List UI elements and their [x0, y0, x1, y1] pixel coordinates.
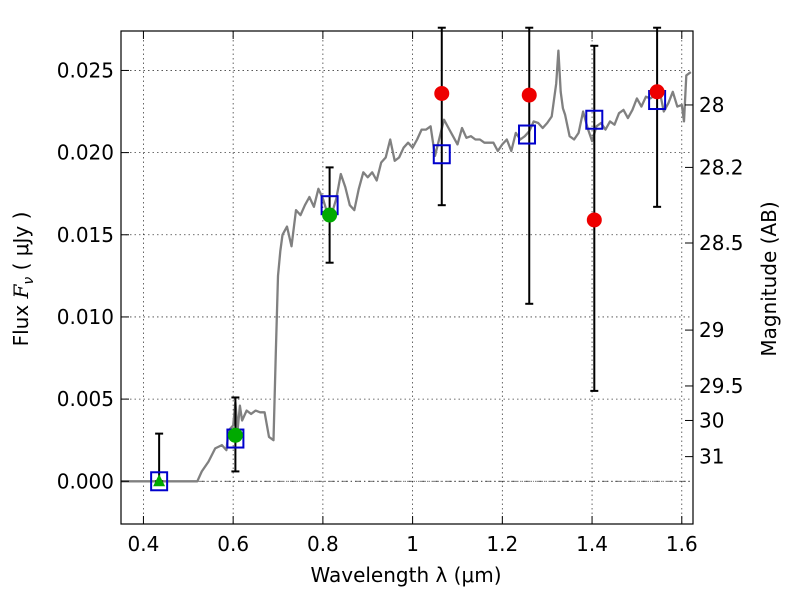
x-tick-label: 1.2 — [486, 532, 518, 556]
plot-border — [120, 30, 694, 525]
red-data-point — [434, 85, 450, 101]
model-photometry-square — [585, 109, 604, 130]
y-tick-label: 0.005 — [57, 387, 114, 411]
y-tick-label: 0.015 — [57, 223, 114, 247]
y2-tick-label: 28.2 — [699, 155, 744, 179]
y2-tick-label: 29 — [699, 318, 724, 342]
y-tick-label: 0.000 — [57, 469, 114, 493]
y2-tick-label: 30 — [699, 408, 724, 432]
green-data-point — [322, 207, 338, 223]
y-tick-label: 0.020 — [57, 141, 114, 165]
x-tick-label: 0.4 — [128, 532, 160, 556]
y-axis-label: Flux Fν ( μJy ) — [9, 212, 37, 347]
y2-tick-label: 31 — [699, 445, 724, 469]
y2-axis-label: Magnitude (AB) — [757, 201, 781, 356]
grid — [121, 31, 693, 524]
y2-tick-label: 29.5 — [699, 374, 744, 398]
x-axis-label: Wavelength λ (μm) — [310, 563, 501, 587]
model-photometry-square — [432, 144, 451, 165]
y-axis-label-prefix: Flux — [9, 298, 33, 346]
plot-frame — [120, 30, 694, 525]
model-photometry-square — [150, 471, 169, 492]
x-tick-label: 1.4 — [576, 532, 608, 556]
model-photometry — [150, 90, 667, 492]
observed-points — [153, 84, 665, 487]
y2-tick-label: 28 — [699, 93, 724, 117]
y-axis-label-subscript: ν — [21, 277, 37, 285]
spectrum-line — [121, 49, 692, 483]
upper-limit-marker — [153, 474, 166, 487]
y-tick-label: 0.025 — [57, 58, 114, 82]
x-tick-label: 0.6 — [217, 532, 249, 556]
y-axis-label-suffix: ( μJy ) — [9, 212, 33, 277]
red-data-point — [649, 84, 665, 100]
red-data-point — [521, 87, 537, 103]
model-photometry-square — [518, 124, 537, 145]
y-axis-label-symbol: F — [9, 283, 33, 299]
x-tick-label: 1.6 — [666, 532, 698, 556]
axis-ticks: 0.4 0.6 0.8 1 1.2 1.4 1.6 0.000 0.005 0.010 0.015 0… — [57, 31, 744, 556]
y2-tick-label: 28.5 — [699, 231, 744, 255]
x-tick-label: 0.8 — [307, 532, 339, 556]
green-data-point — [227, 427, 243, 443]
error-bars — [155, 26, 662, 483]
red-data-point — [586, 212, 602, 228]
y-tick-label: 0.010 — [57, 305, 114, 329]
x-tick-label: 1 — [406, 532, 419, 556]
model-spectrum — [121, 49, 692, 483]
